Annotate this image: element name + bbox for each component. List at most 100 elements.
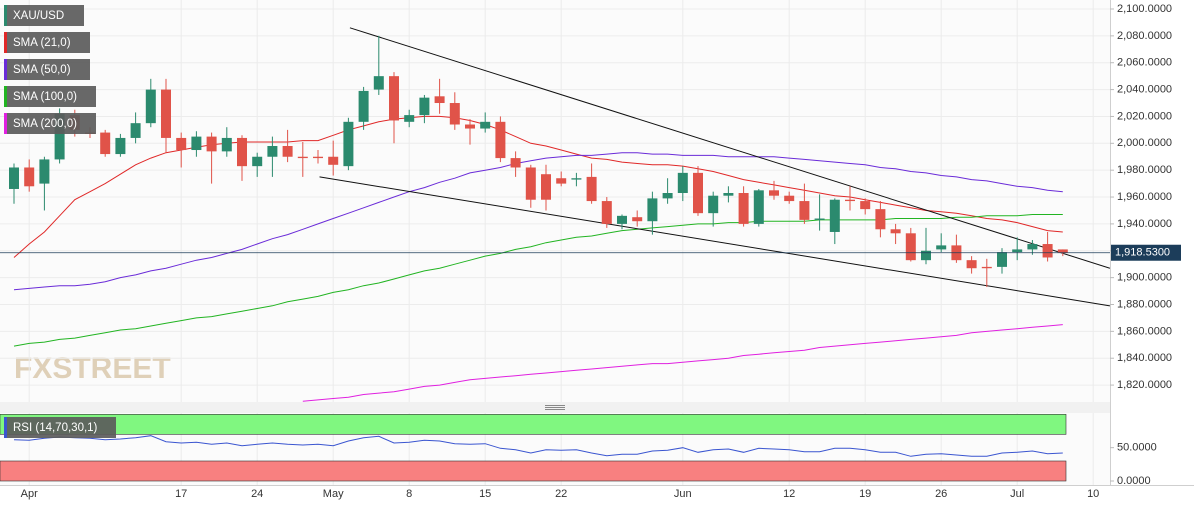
candle-body: [24, 167, 35, 187]
legend-box: [4, 417, 116, 438]
candle-body: [404, 115, 415, 122]
candle-body: [997, 252, 1007, 267]
y-tick-label: 2,000.0000: [1117, 137, 1172, 149]
legend-swatch: [4, 59, 7, 80]
separator-handle: [545, 405, 565, 410]
candle-body: [252, 156, 263, 167]
candle-body: [465, 124, 475, 129]
candle-body: [693, 172, 703, 214]
candle-body: [632, 217, 643, 222]
candle-body: [510, 158, 521, 168]
watermark: FXSTREET: [14, 352, 171, 385]
y-tick-label: 2,040.0000: [1117, 83, 1172, 95]
y-tick-label: 1,880.0000: [1117, 298, 1172, 310]
candle-body: [419, 97, 430, 116]
x-tick-label: 17: [175, 488, 187, 500]
candle-body: [495, 121, 506, 159]
candle-body: [966, 260, 977, 269]
rsi-line: [13, 435, 1063, 457]
candle-body: [221, 137, 232, 152]
candle-body: [769, 190, 779, 196]
legend-label: SMA (200,0): [13, 118, 77, 130]
candle-body: [875, 209, 886, 230]
x-tick-label: Jul: [1010, 488, 1024, 500]
candle-body: [9, 167, 19, 189]
y-tick-label: 2,100.0000: [1117, 3, 1172, 15]
candle-body: [860, 201, 871, 210]
last-price-label: 1,918.5300: [1115, 247, 1170, 259]
candle-body: [328, 156, 339, 165]
sma-line: [13, 214, 1063, 347]
candle-body: [784, 195, 795, 202]
candle-body: [586, 176, 597, 202]
x-tick-label: 26: [935, 488, 947, 500]
candle-body: [905, 233, 916, 261]
y-tick-label: 50.0000: [1117, 442, 1157, 454]
candle-body: [799, 201, 810, 220]
y-tick-label: 2,020.0000: [1117, 110, 1172, 122]
candle-body: [130, 123, 141, 138]
x-tick-label: 22: [555, 488, 567, 500]
candle-body: [145, 89, 156, 124]
candle-body: [662, 193, 673, 199]
x-tick-label: Jun: [674, 488, 692, 500]
trendline: [349, 27, 1110, 269]
candle-body: [54, 113, 65, 160]
candle-body: [647, 198, 658, 222]
candle-body: [237, 137, 247, 167]
x-tick-label: 15: [479, 488, 491, 500]
candle-body: [556, 178, 567, 184]
price-plot: [9, 27, 1110, 402]
candle-body: [677, 172, 688, 194]
candle-body: [1027, 244, 1038, 250]
sma-line: [302, 324, 1063, 402]
legend-box: [4, 32, 90, 53]
candle-body: [617, 215, 627, 224]
legend-swatch: [4, 86, 7, 107]
candle-body: [373, 76, 384, 90]
candle-body: [829, 199, 840, 232]
y-tick-label: 2,060.0000: [1117, 57, 1172, 69]
candle-body: [191, 136, 202, 151]
rsi-band: [0, 460, 1067, 482]
candle-body: [921, 250, 931, 261]
y-tick-label: 1,900.0000: [1117, 272, 1172, 284]
x-tick-label: 24: [251, 488, 263, 500]
legend-box: [4, 113, 96, 134]
candle-body: [449, 103, 460, 125]
candle-body: [343, 121, 354, 167]
candle-body: [282, 145, 293, 157]
x-tick-label: Apr: [21, 488, 38, 500]
y-tick-label: 2,080.0000: [1117, 30, 1172, 42]
legend-box: [4, 86, 96, 107]
candle-body: [936, 245, 947, 250]
candle-body: [541, 174, 551, 200]
candle-body: [753, 190, 764, 224]
candle-body: [358, 90, 369, 122]
price-pane: [0, 0, 1110, 402]
candle-body: [39, 159, 50, 184]
y-tick-label: 0.0000: [1117, 475, 1151, 487]
candle-body: [297, 156, 308, 159]
candle-body: [176, 137, 187, 151]
x-tick-label: 8: [406, 488, 412, 500]
candle-body: [981, 266, 992, 269]
candle-body: [1057, 249, 1068, 253]
legend-swatch: [4, 417, 7, 438]
trendline: [319, 176, 1110, 307]
x-tick-label: 12: [783, 488, 795, 500]
y-tick-label: 1,940.0000: [1117, 218, 1172, 230]
candle-body: [206, 136, 217, 152]
y-tick-label: 1,840.0000: [1117, 352, 1172, 364]
candle-body: [1042, 244, 1053, 258]
candle-body: [738, 193, 749, 224]
candle-body: [708, 195, 719, 214]
y-tick-label: 1,960.0000: [1117, 191, 1172, 203]
x-tick-label: May: [323, 488, 344, 500]
legend-label: XAU/USD: [13, 10, 64, 22]
legend-swatch: [4, 32, 7, 53]
candle-body: [845, 199, 855, 202]
candle-body: [161, 89, 171, 138]
grid: FXSTREET: [0, 0, 1110, 485]
